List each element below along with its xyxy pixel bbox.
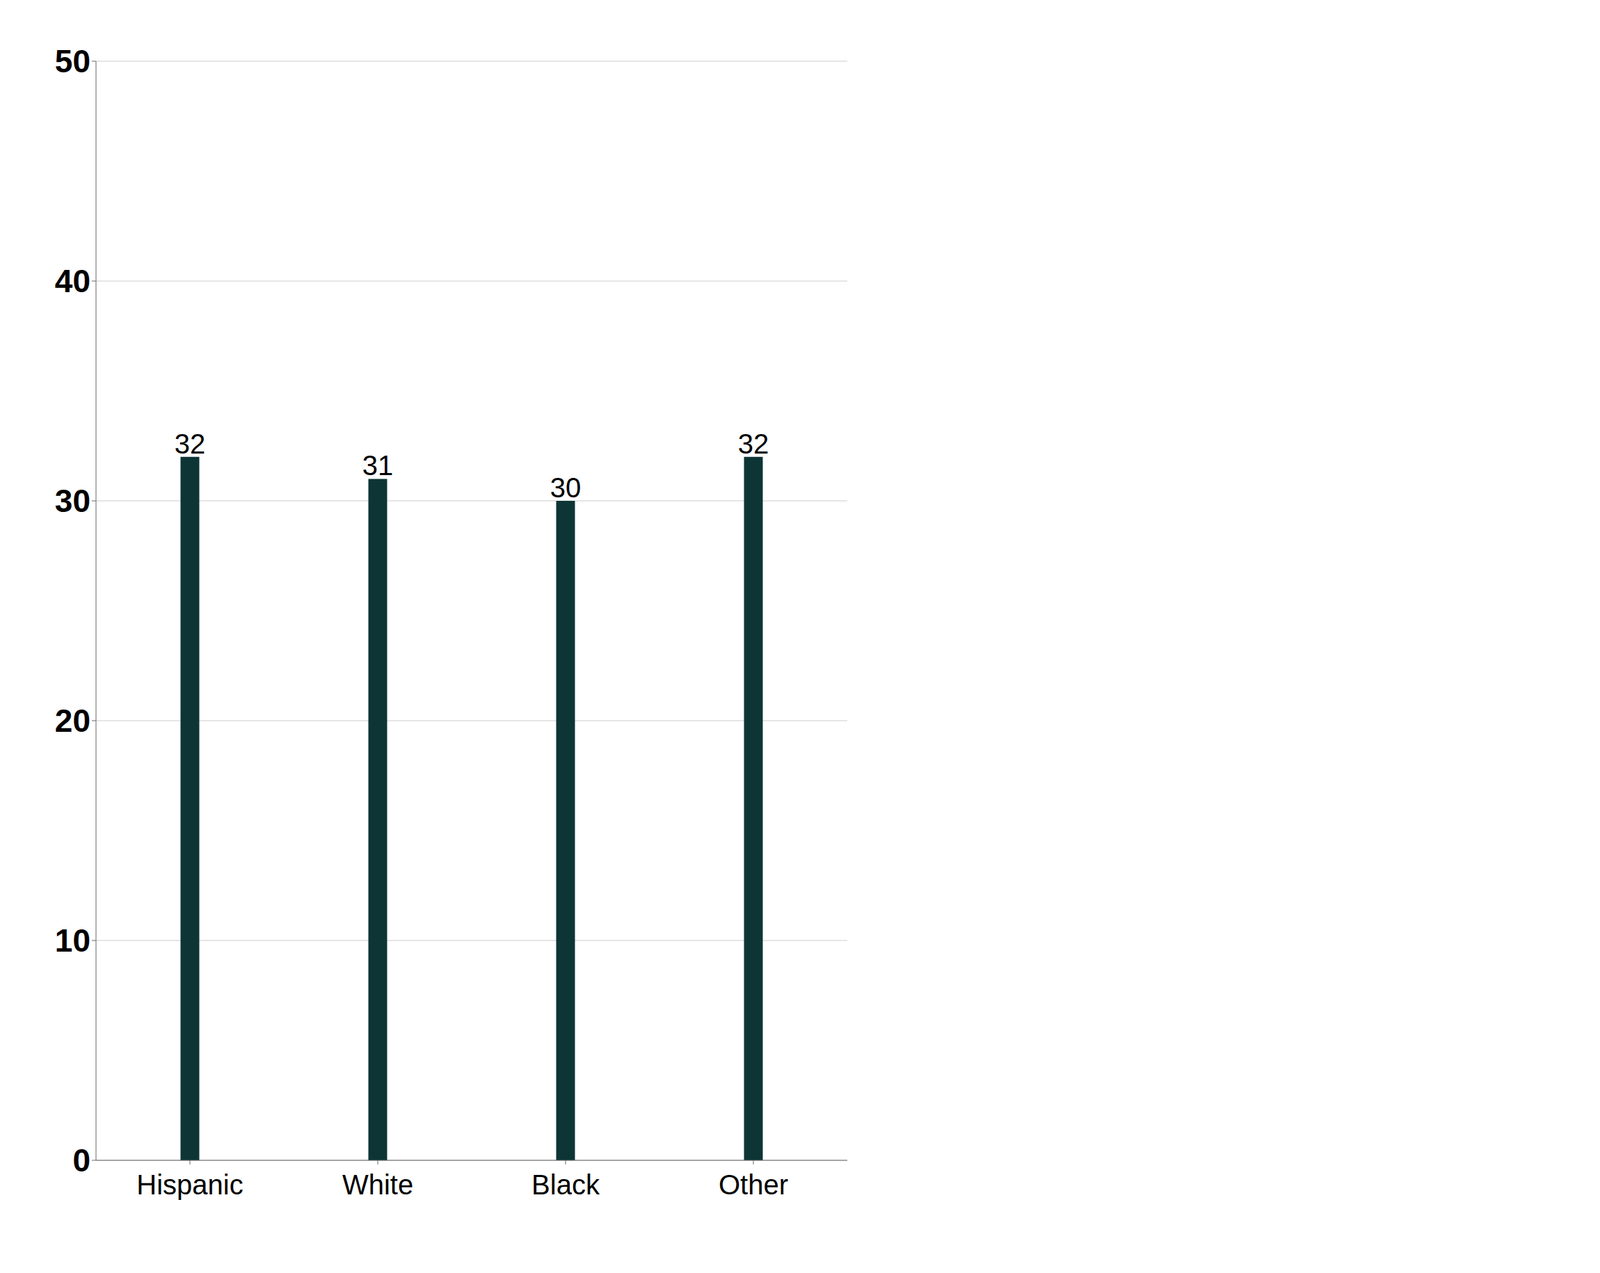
svg-text:32: 32 [738, 428, 770, 460]
svg-text:31: 31 [362, 450, 394, 481]
svg-text:Hispanic: Hispanic [136, 1169, 243, 1200]
svg-text:20: 20 [54, 702, 91, 739]
svg-text:Other: Other [718, 1169, 789, 1200]
svg-text:10: 10 [54, 922, 91, 959]
svg-text:0: 0 [72, 1142, 91, 1179]
svg-text:32: 32 [174, 428, 206, 460]
svg-text:30: 30 [550, 472, 582, 503]
svg-text:50: 50 [54, 43, 91, 80]
svg-text:30: 30 [54, 482, 91, 519]
svg-text:40: 40 [54, 262, 91, 300]
svg-text:White: White [342, 1169, 414, 1200]
svg-text:Black: Black [531, 1169, 601, 1200]
